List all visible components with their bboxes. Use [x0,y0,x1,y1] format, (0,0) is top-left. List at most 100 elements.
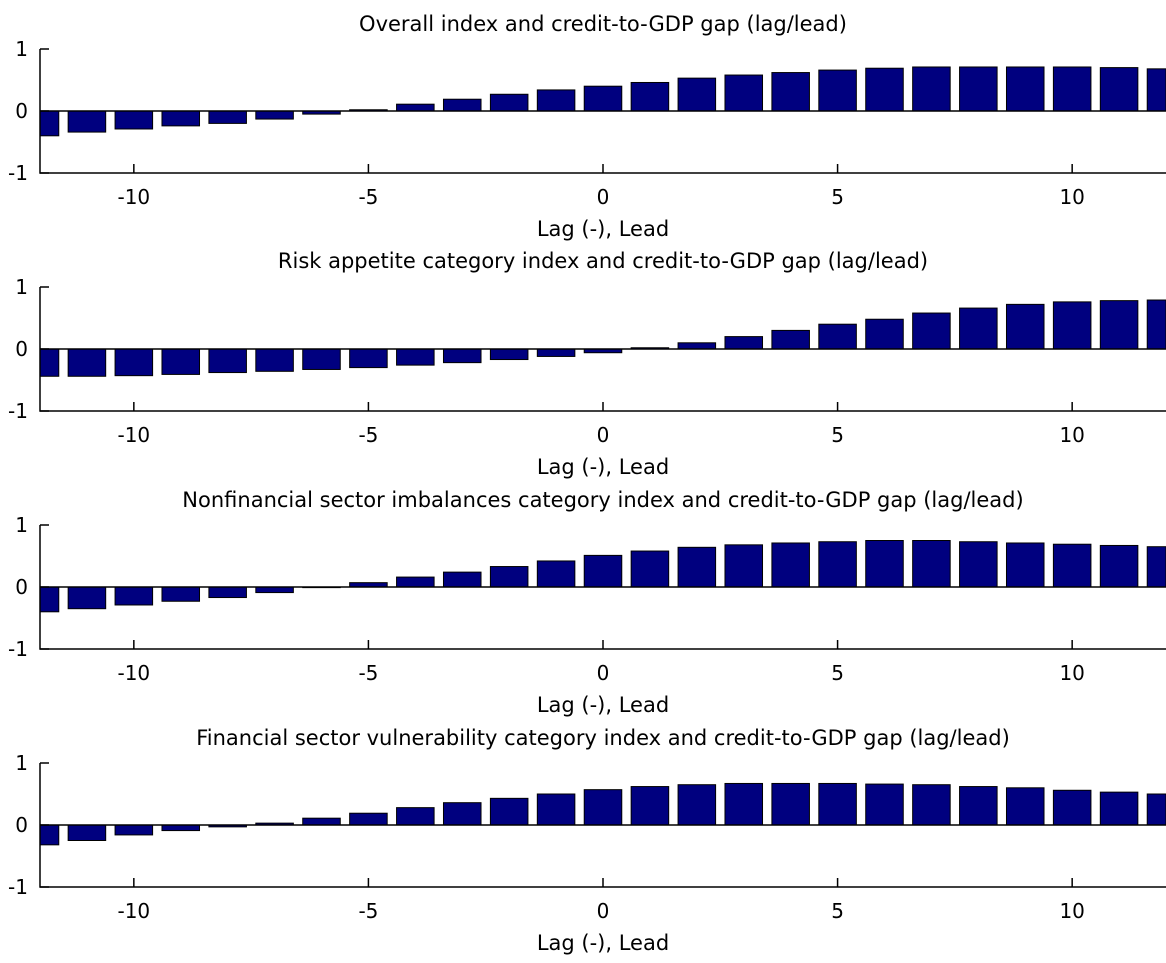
bar [396,807,435,826]
bar [208,348,247,374]
bar [442,802,482,826]
bar [39,110,60,137]
y-tick-label: 1 [15,275,28,299]
bar [912,540,951,588]
bar [1099,544,1139,588]
bar [677,342,717,350]
bar [583,554,623,588]
bar [818,69,857,112]
bar [959,307,998,350]
bar [1005,787,1045,826]
bar [161,110,201,127]
x-tick-label: 0 [597,423,610,447]
bar [724,544,764,588]
subplot-risk-appetite: Risk appetite category index and credit-… [8,249,1166,479]
subplot-nonfinancial-imbalances: Nonfinancial sector imbalances category … [8,488,1166,717]
bar [114,348,154,377]
chart-title: Nonfinancial sector imbalances category … [182,488,1023,512]
x-ticks: -10 -5 0 5 10 [117,640,1085,685]
y-ticks: -1 0 1 [8,513,49,661]
bar [208,110,247,124]
bar [818,541,857,588]
bar [208,586,247,599]
x-tick-label: 5 [831,661,844,685]
bar [912,66,951,112]
bar [396,576,435,588]
bar [771,542,810,588]
bar [959,786,998,826]
chart-title: Overall index and credit-to-GDP gap (lag… [359,12,847,36]
bar [536,560,576,588]
bar [583,85,623,112]
bar [161,348,201,375]
bar [255,348,294,372]
bar [1099,67,1139,112]
y-tick-label: 1 [15,751,28,775]
x-axis-label: Lag (-), Lead [537,931,669,955]
y-tick-label: -1 [8,875,28,899]
y-ticks: -1 0 1 [8,751,49,899]
bar [677,77,717,112]
bars-group [39,540,1166,613]
bar [865,318,904,350]
x-ticks: -10 -5 0 5 10 [117,878,1085,923]
bar [583,789,623,826]
bar [1052,543,1092,588]
bar [349,812,388,826]
bar [1146,68,1166,112]
bar [771,72,810,112]
bar [67,586,107,610]
chart-title: Financial sector vulnerability category … [196,726,1010,750]
bar [1146,546,1166,588]
bar [724,74,764,112]
x-tick-label: 10 [1059,423,1084,447]
bar [39,348,60,377]
bar [536,348,576,357]
y-ticks: -1 0 1 [8,37,49,185]
bar [489,348,529,361]
x-axis-label: Lag (-), Lead [537,217,669,241]
x-tick-label: -10 [117,661,150,685]
x-tick-label: 0 [597,661,610,685]
x-tick-label: 10 [1059,185,1084,209]
bar [489,797,529,826]
bar [396,103,435,112]
bar [536,89,576,112]
x-tick-label: -10 [117,185,150,209]
x-axis-label: Lag (-), Lead [537,693,669,717]
chart-title: Risk appetite category index and credit-… [278,249,928,273]
x-tick-label: -10 [117,423,150,447]
x-tick-label: -5 [358,661,378,685]
x-tick-label: -5 [358,423,378,447]
bars-group [39,66,1166,137]
bar [1005,542,1045,588]
bars-group [39,782,1166,846]
x-tick-label: 0 [597,185,610,209]
bar [1005,303,1045,350]
bar [67,348,107,377]
bar [255,110,294,120]
x-tick-label: 0 [597,899,610,923]
x-axis-label: Lag (-), Lead [537,455,669,479]
y-tick-label: -1 [8,637,28,661]
bar [302,817,341,826]
y-tick-label: 1 [15,37,28,61]
bar [161,824,201,832]
bar [630,81,670,112]
subplot-overall-index: Overall index and credit-to-GDP gap (lag… [8,12,1166,241]
bar [1052,66,1092,112]
bar [442,348,482,364]
bar [349,348,388,369]
y-tick-label: 0 [15,575,28,599]
bar [39,586,60,613]
bar [912,312,951,350]
x-ticks: -10 -5 0 5 10 [117,164,1085,209]
bar [1099,300,1139,350]
bar [39,824,60,846]
x-tick-label: -10 [117,899,150,923]
bar [442,571,482,588]
bar [302,348,341,370]
x-tick-label: 5 [831,185,844,209]
y-tick-label: 0 [15,337,28,361]
